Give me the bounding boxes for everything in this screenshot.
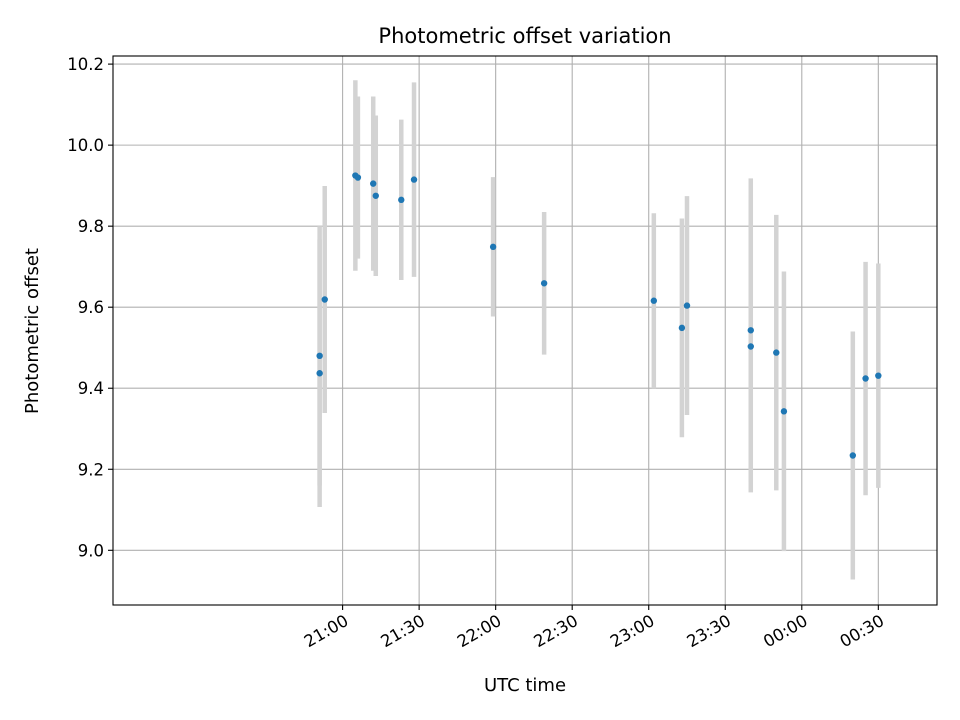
data-point [747, 327, 754, 334]
x-tick-label: 21:30 [377, 611, 428, 651]
data-point [398, 196, 405, 204]
data-point [875, 372, 882, 379]
data-point [862, 375, 869, 382]
data-point [540, 280, 548, 287]
data-point [747, 343, 754, 350]
data-point [849, 452, 857, 459]
x-axis-ticks: 21:00 21:30 22:00 22:30 23:00 23:30 00:00 00:30 [301, 605, 887, 651]
data-point [489, 243, 497, 251]
plot-frame [112, 55, 938, 606]
chart-title: Photometric offset variation [378, 24, 671, 48]
data-point [316, 352, 323, 360]
data-point [683, 302, 691, 309]
x-tick-label: 00:00 [760, 611, 811, 651]
y-tick-label: 9.2 [78, 460, 104, 479]
data-point [316, 370, 323, 377]
data-point [370, 180, 377, 187]
x-tick-label: 23:00 [607, 611, 658, 651]
error-bars [317, 80, 881, 580]
data-points [316, 172, 882, 459]
y-tick-label: 9.8 [78, 217, 104, 236]
y-tick-label: 9.0 [78, 541, 104, 560]
x-tick-label: 22:00 [454, 611, 505, 651]
y-axis-label: Photometric offset [22, 248, 43, 414]
y-tick-label: 9.6 [78, 298, 104, 317]
x-tick-label: 22:30 [531, 611, 582, 651]
data-point [650, 297, 658, 304]
data-point [678, 324, 686, 332]
x-tick-label: 23:30 [684, 611, 735, 651]
x-axis-label: UTC time [484, 675, 566, 696]
data-point [372, 192, 379, 199]
data-point [354, 174, 362, 181]
y-axis-ticks: 9.0 9.2 9.4 9.6 9.8 10.0 10.2 [67, 55, 113, 560]
data-point [773, 349, 780, 356]
y-tick-label: 9.4 [78, 379, 104, 398]
x-tick-label: 00:30 [837, 611, 888, 651]
grid-lines [113, 56, 937, 605]
data-point [321, 296, 328, 303]
data-point [410, 176, 418, 183]
x-tick-label: 21:00 [301, 611, 352, 651]
y-tick-label: 10.2 [67, 55, 104, 74]
data-point [780, 408, 788, 415]
y-tick-label: 10.0 [67, 136, 104, 155]
